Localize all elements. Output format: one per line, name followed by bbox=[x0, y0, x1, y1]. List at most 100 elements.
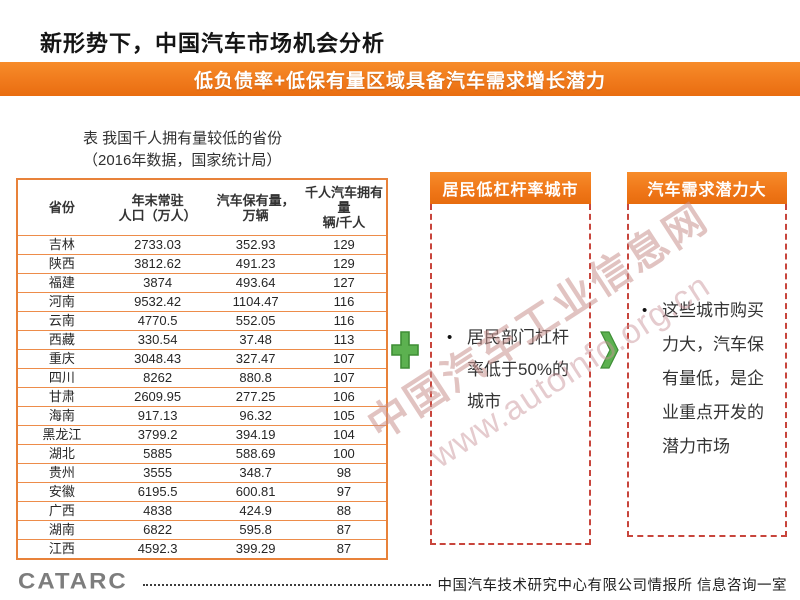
table-cell: 394.19 bbox=[209, 425, 302, 445]
table-caption-line1: 表 我国千人拥有量较低的省份 bbox=[83, 130, 283, 147]
table-cell: 4838 bbox=[105, 501, 210, 521]
table-cell: 491.23 bbox=[209, 254, 302, 274]
table-header-row: 省份 年末常驻 人口（万人） 汽车保有量， 万辆 千人汽车拥有量 辆/千人 bbox=[17, 179, 387, 236]
table-cell: 贵州 bbox=[17, 463, 106, 483]
table-row: 陕西 3812.62 491.23 129 bbox=[17, 254, 387, 274]
table-cell: 3874 bbox=[105, 273, 210, 293]
table-cell: 广西 bbox=[17, 501, 106, 521]
table-row: 福建 3874 493.64 127 bbox=[17, 273, 387, 293]
plus-icon bbox=[390, 330, 420, 370]
table-cell: 352.93 bbox=[209, 235, 302, 255]
flow-box-demand-potential: 汽车需求潜力大 • 这些城市购买力大，汽车保有量低，是企业重点开发的潜力市场 bbox=[627, 172, 787, 537]
table-cell: 105 bbox=[301, 406, 387, 426]
table-cell: 100 bbox=[301, 444, 387, 464]
table-caption-line2: （2016年数据，国家统计局） bbox=[83, 152, 282, 169]
table-cell: 87 bbox=[336, 541, 352, 556]
table-cell: 277.25 bbox=[209, 387, 302, 407]
table-row: 贵州 3555 348.7 98 bbox=[17, 463, 387, 483]
table-cell: 98 bbox=[301, 463, 387, 483]
table-row: 广西 4838 424.9 88 bbox=[17, 501, 387, 521]
table-cell: 107 bbox=[301, 349, 387, 369]
chevron-right-icon bbox=[599, 331, 619, 369]
provinces-table-body: 吉林 2733.03 352.93 129 陕西 3812.62 491.23 129 福建 38… bbox=[17, 235, 387, 560]
table-cell: 4770.5 bbox=[105, 311, 210, 331]
provinces-table-head: 省份 年末常驻 人口（万人） 汽车保有量， 万辆 千人汽车拥有量 辆/千人 bbox=[17, 179, 387, 236]
table-column-header: 千人汽车拥有量 辆/千人 bbox=[301, 179, 387, 236]
table-cell: 87 bbox=[301, 520, 387, 540]
table-cell: 88 bbox=[301, 501, 387, 521]
table-row: 四川 8262 880.8 107 bbox=[17, 368, 387, 388]
table-row: 黑龙江 3799.2 394.19 104 bbox=[17, 425, 387, 445]
table-row: 重庆 3048.43 327.47 107 bbox=[17, 349, 387, 369]
footer-org-text: 中国汽车技术研究中心有限公司情报所 信息咨询一室 bbox=[437, 578, 787, 594]
table-cell: 陕西 bbox=[17, 254, 106, 274]
provinces-table: 省份 年末常驻 人口（万人） 汽车保有量， 万辆 千人汽车拥有量 辆/千人 吉林 273… bbox=[16, 178, 388, 560]
table-cell: 5885 bbox=[105, 444, 210, 464]
table-cell: 552.05 bbox=[209, 311, 302, 331]
table-row: 吉林 2733.03 352.93 129 bbox=[17, 235, 387, 255]
table-cell: 4592.3 bbox=[137, 541, 178, 556]
table-cell: 8262 bbox=[105, 368, 210, 388]
table-column-header: 省份 bbox=[17, 179, 106, 236]
table-cell: 3812.62 bbox=[105, 254, 210, 274]
table-cell: 6822 bbox=[105, 520, 210, 540]
flow-box-low-leverage: 居民低杠杆率城市 • 居民部门杠杆率低于50%的城市 bbox=[430, 172, 591, 545]
table-cell: 595.8 bbox=[209, 520, 302, 540]
flow-box2-bullet-text: 这些城市购买力大，汽车保有量低，是企业重点开发的潜力市场 bbox=[662, 301, 764, 456]
table-cell: 3799.2 bbox=[105, 425, 210, 445]
table-cell: 2733.03 bbox=[105, 235, 210, 255]
flow-box1-bullet: • 居民部门杠杆率低于50%的城市 bbox=[445, 322, 579, 418]
table-cell: 493.64 bbox=[209, 273, 302, 293]
table-row: 湖北 5885 588.69 100 bbox=[17, 444, 387, 464]
table-cell: 113 bbox=[301, 330, 387, 350]
table-cell: 600.81 bbox=[209, 482, 302, 502]
flow-box1-bullet-text: 居民部门杠杆率低于50%的城市 bbox=[467, 328, 570, 411]
table-row: 海南 917.13 96.32 105 bbox=[17, 406, 387, 426]
flow-box1-body: • 居民部门杠杆率低于50%的城市 bbox=[430, 204, 591, 545]
table-cell: 348.7 bbox=[209, 463, 302, 483]
flow-box2-body: • 这些城市购买力大，汽车保有量低，是企业重点开发的潜力市场 bbox=[627, 204, 787, 537]
table-cell: 116 bbox=[301, 311, 387, 331]
table-cell: 湖北 bbox=[17, 444, 106, 464]
table-cell: 3048.43 bbox=[105, 349, 210, 369]
table-cell: 129 bbox=[301, 254, 387, 274]
table-cell: 黑龙江 bbox=[17, 425, 106, 445]
table-cell: 880.8 bbox=[209, 368, 302, 388]
table-cell: 104 bbox=[301, 425, 387, 445]
bullet-dot-icon: • bbox=[447, 329, 453, 346]
table-cell: 97 bbox=[301, 482, 387, 502]
table-cell: 106 bbox=[301, 387, 387, 407]
table-row: 云南 4770.5 552.05 116 bbox=[17, 311, 387, 331]
table-caption: 表 我国千人拥有量较低的省份 （2016年数据，国家统计局） bbox=[83, 128, 282, 172]
table-row: 安徽 6195.5 600.81 97 bbox=[17, 482, 387, 502]
table-cell: 399.29 bbox=[235, 541, 276, 556]
table-cell: 海南 bbox=[17, 406, 106, 426]
table-cell: 河南 bbox=[17, 292, 106, 312]
table-cell: 116 bbox=[301, 292, 387, 312]
table-cell: 3555 bbox=[105, 463, 210, 483]
table-cell: 江西 bbox=[48, 541, 75, 556]
flow-box1-header: 居民低杠杆率城市 bbox=[430, 172, 591, 204]
table-cell: 327.47 bbox=[209, 349, 302, 369]
table-cell: 127 bbox=[301, 273, 387, 293]
table-cell: 福建 bbox=[17, 273, 106, 293]
flow-box2-bullet: • 这些城市购买力大，汽车保有量低，是企业重点开发的潜力市场 bbox=[640, 294, 777, 464]
page-title: 新形势下，中国汽车市场机会分析 bbox=[40, 31, 386, 56]
table-cell: 917.13 bbox=[105, 406, 210, 426]
table-cell: 湖南 bbox=[17, 520, 106, 540]
table-cell: 129 bbox=[301, 235, 387, 255]
table-row: 江西 4592.3 399.29 87 bbox=[17, 540, 387, 560]
table-cell: 西藏 bbox=[17, 330, 106, 350]
table-cell: 330.54 bbox=[105, 330, 210, 350]
table-row: 湖南 6822 595.8 87 bbox=[17, 520, 387, 540]
table-cell: 588.69 bbox=[209, 444, 302, 464]
catarc-logo: CATARC bbox=[18, 569, 128, 594]
table-cell: 96.32 bbox=[209, 406, 302, 426]
table-row: 西藏 330.54 37.48 113 bbox=[17, 330, 387, 350]
table-cell: 甘肃 bbox=[17, 387, 106, 407]
table-cell: 107 bbox=[301, 368, 387, 388]
flow-box2-header: 汽车需求潜力大 bbox=[627, 172, 787, 204]
footer-dotted-divider bbox=[143, 584, 431, 586]
table-row: 河南 9532.42 1104.47 116 bbox=[17, 292, 387, 312]
table-cell: 1104.47 bbox=[209, 292, 302, 312]
